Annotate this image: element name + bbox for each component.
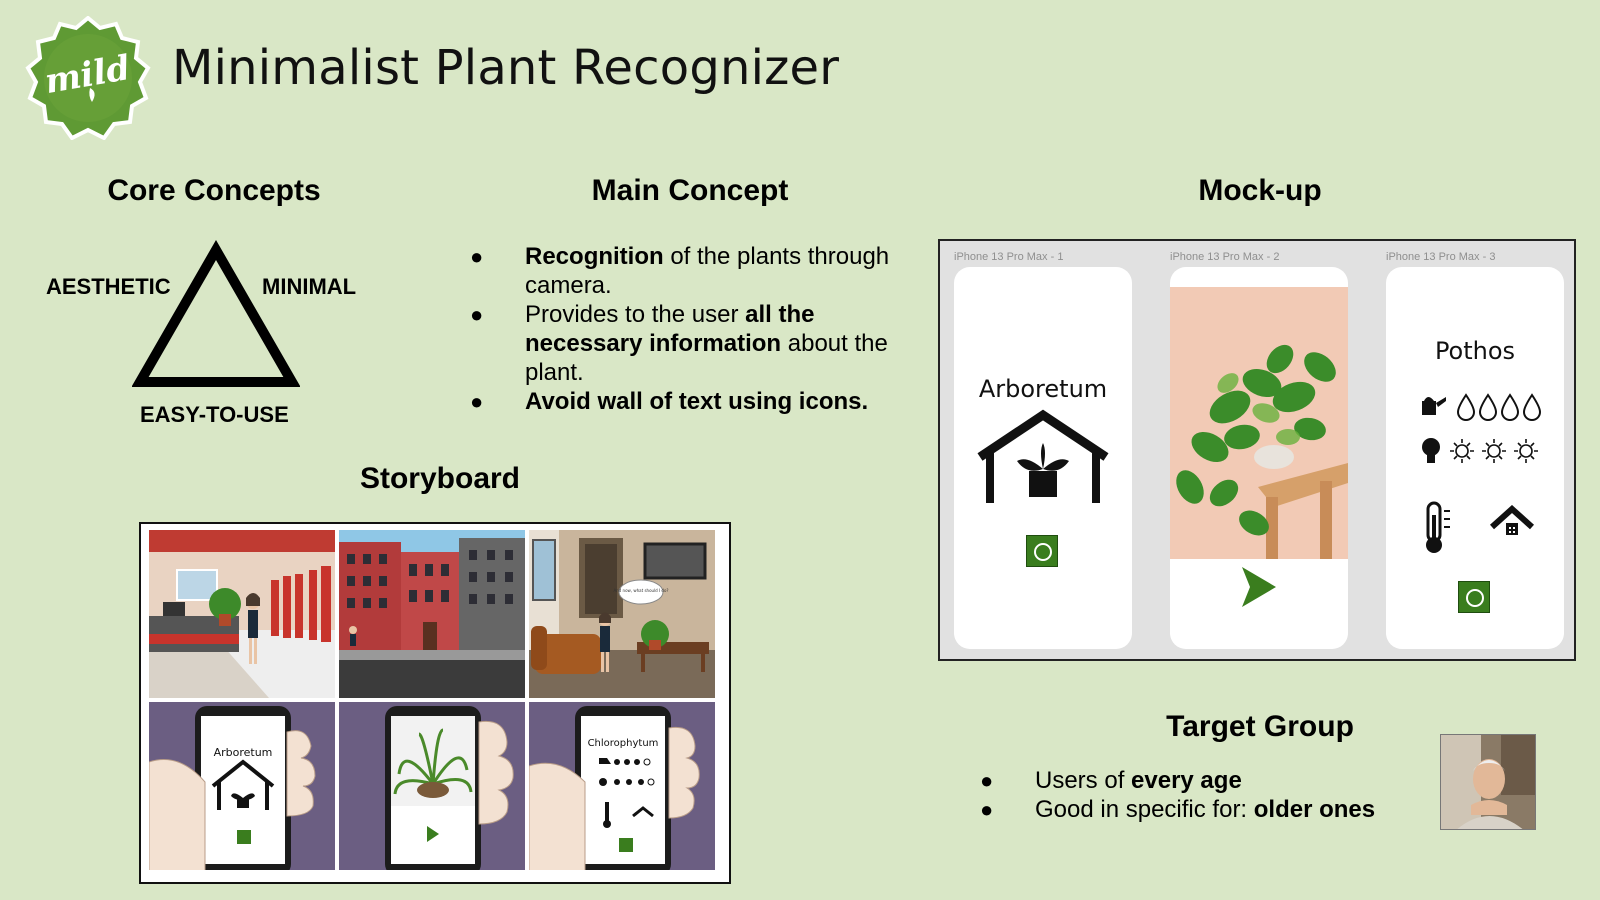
thermometer-icon	[1426, 501, 1450, 553]
main-concept-list: ● Recognition of the plants through camer…	[470, 242, 910, 416]
logo-badge: mild	[22, 15, 154, 141]
avatar	[1440, 734, 1536, 830]
screen-title: Arboretum	[978, 375, 1108, 403]
concept-aesthetic: AESTHETIC	[46, 274, 171, 299]
target-group-list: ● Users of every age ● Good in specific fo…	[980, 766, 1400, 824]
mockup-screen-home: Arboretum	[954, 267, 1132, 649]
text: Provides to the user	[525, 301, 746, 328]
storyboard-panel-street	[339, 530, 525, 698]
screen-label: iPhone 13 Pro Max - 1	[954, 251, 1064, 263]
camera-button[interactable]	[1458, 581, 1490, 613]
camera-button[interactable]	[1026, 535, 1058, 567]
storyboard-panel-phone-camera	[339, 702, 525, 870]
mockup-frame: iPhone 13 Pro Max - 1 Arboretum iPhone 1…	[938, 239, 1576, 661]
screen-title: Pothos	[1434, 337, 1516, 365]
water-drop-icon	[1456, 393, 1542, 421]
storyboard: And now, what should I do? Arboretum	[139, 522, 731, 884]
bold-text: Avoid wall of text using icons.	[525, 388, 869, 415]
thought-bubble-text: And now, what should I do?	[613, 588, 668, 593]
list-item: ● Recognition of the plants through camer…	[470, 243, 890, 299]
storyboard-panel-phone-home: Arboretum	[149, 702, 335, 870]
storyboard-phone-title: Arboretum	[214, 746, 273, 759]
text: Good in specific for:	[1035, 796, 1254, 823]
concept-minimal: MINIMAL	[262, 274, 357, 299]
mockup-heading: Mock-up	[1198, 174, 1322, 207]
main-concept-heading: Main Concept	[591, 174, 789, 207]
text: Users of	[1035, 767, 1132, 794]
screen-label: iPhone 13 Pro Max - 3	[1386, 251, 1496, 263]
list-item: ● Avoid wall of text using icons.	[470, 388, 869, 415]
bold-text: all the necessary information	[525, 301, 815, 357]
house-icon	[1489, 505, 1535, 535]
core-concepts-heading: Core Concepts	[107, 174, 321, 207]
lightbulb-icon	[1422, 438, 1440, 463]
page-title: Minimalist Plant Recognizer	[172, 40, 840, 96]
watering-can-icon	[1422, 397, 1446, 415]
storyboard-heading: Storyboard	[359, 462, 521, 495]
storyboard-panel-shop	[149, 530, 335, 698]
sun-icon	[1450, 439, 1538, 463]
storyboard-phone-title: Chlorophytum	[588, 738, 659, 749]
list-item: ● Good in specific for: older ones	[980, 796, 1376, 823]
list-item: ● Provides to the user all the necessary …	[470, 301, 888, 386]
concept-easy-to-use: EASY-TO-USE	[140, 402, 289, 427]
bold-text: older ones	[1253, 796, 1376, 823]
greenhouse-icon	[977, 409, 1109, 503]
mockup-screen-camera	[1170, 267, 1348, 649]
screen-label: iPhone 13 Pro Max - 2	[1170, 251, 1280, 263]
storyboard-panel-livingroom: And now, what should I do?	[529, 530, 715, 698]
play-arrow-icon[interactable]	[1238, 565, 1278, 609]
storyboard-panel-phone-details: Chlorophytum	[529, 702, 715, 870]
plant-photo	[1170, 287, 1348, 559]
bold-text: every age	[1131, 767, 1242, 794]
text: about the plant.	[525, 330, 888, 386]
triangle-outline	[132, 240, 300, 387]
mockup-screen-details: Pothos	[1386, 267, 1564, 649]
bold-text: Recognition	[525, 243, 664, 270]
target-group-heading: Target Group	[1166, 710, 1354, 743]
list-item: ● Users of every age	[980, 767, 1242, 794]
text: of the plants through camera.	[525, 243, 890, 299]
